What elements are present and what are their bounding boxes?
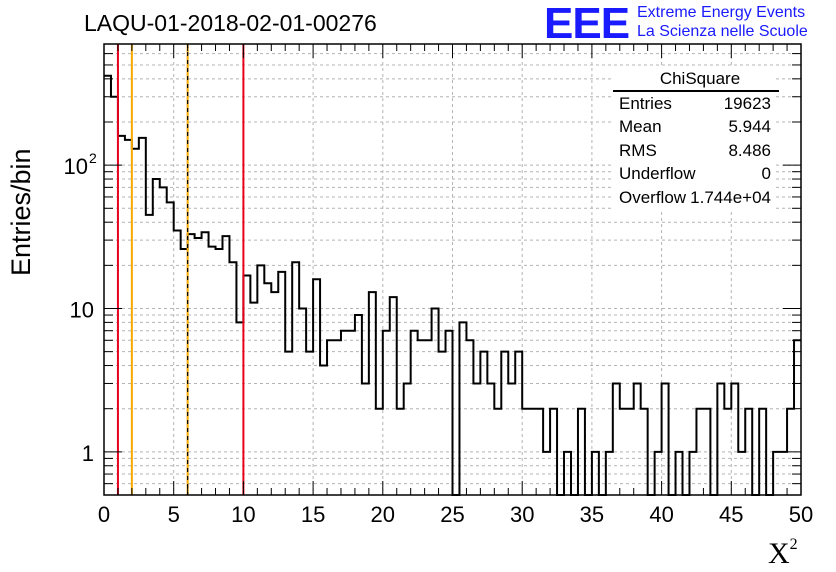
logo-line-1: Extreme Energy Events xyxy=(637,4,806,21)
stats-row-rms: RMS 8.486 xyxy=(613,139,773,162)
stats-box: ChiSquare Entries 19623 Mean 5.944 RMS 8… xyxy=(613,68,779,209)
histogram-outline xyxy=(104,74,801,496)
logo-line-2: La Scienza nelle Scuole xyxy=(637,23,808,40)
stats-row-entries: Entries 19623 xyxy=(613,92,773,115)
stats-value: 1.744e+04 xyxy=(690,187,771,207)
stats-value: 5.944 xyxy=(728,117,771,137)
stats-value: 0 xyxy=(761,164,771,184)
x-tick-label: 0 xyxy=(98,502,110,527)
stats-value: 19623 xyxy=(723,94,771,113)
eee-logo: EEE xyxy=(544,0,630,48)
y-tick-label: 10 xyxy=(70,297,94,322)
y-tick-label-sup: 2 xyxy=(89,150,97,166)
stats-divider xyxy=(613,90,779,92)
stats-row-overflow: Overflow 1.744e+04 xyxy=(613,186,773,209)
plot-title: LAQU-01-2018-02-01-00276 xyxy=(84,10,377,36)
stats-key: RMS xyxy=(619,140,657,160)
x-tick-label: 10 xyxy=(231,502,255,527)
x-axis-label-base: X xyxy=(768,537,790,570)
x-tick-label: 5 xyxy=(168,502,180,527)
x-tick-label: 25 xyxy=(440,502,464,527)
y-tick-label: 1 xyxy=(82,441,94,466)
x-axis-label-sup: 2 xyxy=(789,536,798,553)
stats-key: Mean xyxy=(619,117,662,137)
x-tick-label: 45 xyxy=(719,502,743,527)
axes xyxy=(103,43,802,496)
threshold-lines xyxy=(116,44,245,495)
x-tick-label: 40 xyxy=(649,502,673,527)
x-axis-label: X2 xyxy=(768,536,798,571)
y-axis-label: Entries/bin xyxy=(6,148,36,276)
stats-key: Entries xyxy=(619,94,672,113)
x-tick-label: 20 xyxy=(371,502,395,527)
stats-key: Overflow xyxy=(619,187,687,207)
stats-row-underflow: Underflow 0 xyxy=(613,162,773,185)
stats-value: 8.486 xyxy=(728,140,771,160)
stats-row-mean: Mean 5.944 xyxy=(613,115,773,138)
y-tick-label: 10 xyxy=(64,154,88,179)
stats-title: ChiSquare xyxy=(659,69,741,88)
x-tick-label: 30 xyxy=(510,502,534,527)
stats-key: Underflow xyxy=(619,164,696,184)
histogram-layer xyxy=(104,74,801,496)
x-tick-label: 15 xyxy=(301,502,325,527)
x-tick-label: 35 xyxy=(580,502,604,527)
x-tick-label: 50 xyxy=(789,502,813,527)
